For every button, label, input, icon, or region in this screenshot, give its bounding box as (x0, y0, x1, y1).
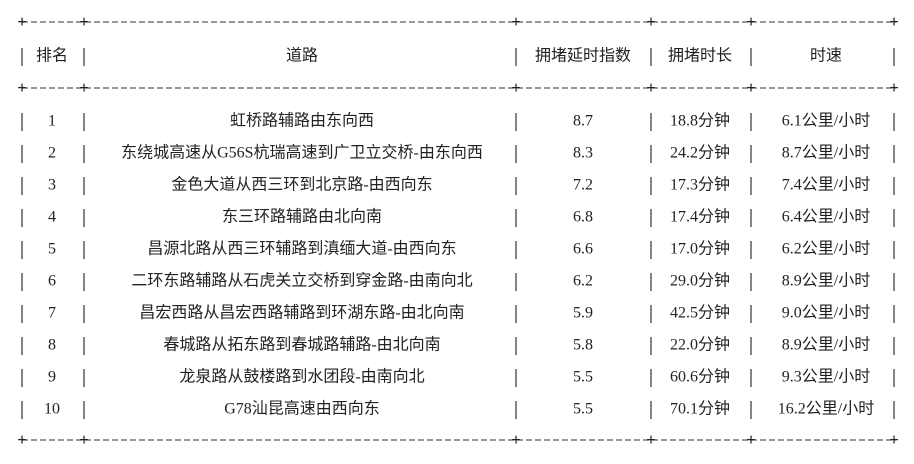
table-cell: 17.3分钟 (670, 176, 730, 194)
border-corner: + (646, 431, 655, 449)
table-cell: 17.4分钟 (670, 208, 730, 226)
table-cell: 6.6 (573, 241, 593, 258)
table-cell: 7.4公里/小时 (782, 176, 870, 194)
table-cell: 6.8 (573, 209, 593, 226)
table-cell: 龙泉路从鼓楼路到水团段-由南向北 (179, 368, 424, 386)
border-corner: + (511, 79, 520, 97)
table-cell: 5.5 (573, 401, 593, 418)
table-cell: 6.1公里/小时 (782, 112, 870, 130)
table-cell: 昌源北路从西三环辅路到滇缅大道-由西向东 (147, 240, 456, 258)
table-cell: 二环东路辅路从石虎关立交桥到穿金路-由南向北 (131, 272, 472, 290)
border-corner: + (17, 13, 26, 31)
table-cell: 9.3公里/小时 (782, 368, 870, 386)
table-cell: 6.2 (573, 273, 593, 290)
table-cell: 9 (48, 369, 56, 386)
border-corner: + (889, 431, 898, 449)
table-cell: 1 (48, 113, 56, 130)
border-corner: + (889, 13, 898, 31)
border-corner: + (746, 431, 755, 449)
table-cell: 7 (48, 305, 56, 322)
table-cell: 6.2公里/小时 (782, 240, 870, 258)
table-cell: 8.7公里/小时 (782, 144, 870, 162)
table-cell: 8.9公里/小时 (782, 272, 870, 290)
table-cell: 6.4公里/小时 (782, 208, 870, 226)
table-cell: 5 (48, 241, 56, 258)
header-cell: 拥堵延时指数 (535, 47, 631, 65)
table-cell: 东绕城高速从G56S杭瑞高速到广卫立交桥-由东向西 (121, 144, 483, 162)
table-cell: 10 (44, 401, 60, 418)
table-cell: 东三环路辅路由北向南 (222, 208, 382, 226)
table-cell: 42.5分钟 (670, 304, 730, 322)
table-cell: 虹桥路辅路由东向西 (230, 112, 374, 130)
table-cell: 金色大道从西三环到北京路-由西向东 (171, 176, 432, 194)
table-cell: 8.3 (573, 145, 593, 162)
table-cell: 5.5 (573, 369, 593, 386)
border-corner: + (511, 431, 520, 449)
table-cell: 24.2分钟 (670, 144, 730, 162)
border-corner: + (746, 13, 755, 31)
table-cell: 5.9 (573, 305, 593, 322)
table-cell: 昌宏西路从昌宏西路辅路到环湖东路-由北向南 (139, 304, 464, 322)
table-cell: 9.0公里/小时 (782, 304, 870, 322)
table-cell: 3 (48, 177, 56, 194)
border-corner: + (17, 79, 26, 97)
table-cell: 4 (48, 209, 56, 226)
table-cell: 17.0分钟 (670, 240, 730, 258)
border-corner: + (511, 13, 520, 31)
border-corner: + (646, 13, 655, 31)
table-cell: 6 (48, 273, 56, 290)
header-cell: 拥堵时长 (668, 47, 732, 65)
border-corner: + (79, 79, 88, 97)
border-corner: + (79, 13, 88, 31)
header-cell: 时速 (810, 47, 842, 65)
table-cell: 7.2 (573, 177, 593, 194)
border-corner: + (79, 431, 88, 449)
header-cell: 排名 (36, 47, 68, 65)
table-cell: 22.0分钟 (670, 336, 730, 354)
border-corner: + (889, 79, 898, 97)
table-cell: 8 (48, 337, 56, 354)
table-cell: 18.8分钟 (670, 112, 730, 130)
table-cell: 春城路从拓东路到春城路辅路-由北向南 (163, 336, 440, 354)
table-cell: 70.1分钟 (670, 400, 730, 418)
border-corner: + (17, 431, 26, 449)
table-cell: G78汕昆高速由西向东 (224, 400, 380, 418)
table-cell: 2 (48, 145, 56, 162)
table-cell: 8.9公里/小时 (782, 336, 870, 354)
table-cell: 60.6分钟 (670, 368, 730, 386)
header-cell: 道路 (286, 47, 318, 65)
table-cell: 29.0分钟 (670, 272, 730, 290)
table-cell: 8.7 (573, 113, 593, 130)
table-cell: 16.2公里/小时 (778, 400, 874, 418)
border-corner: + (646, 79, 655, 97)
border-corner: + (746, 79, 755, 97)
table-cell: 5.8 (573, 337, 593, 354)
